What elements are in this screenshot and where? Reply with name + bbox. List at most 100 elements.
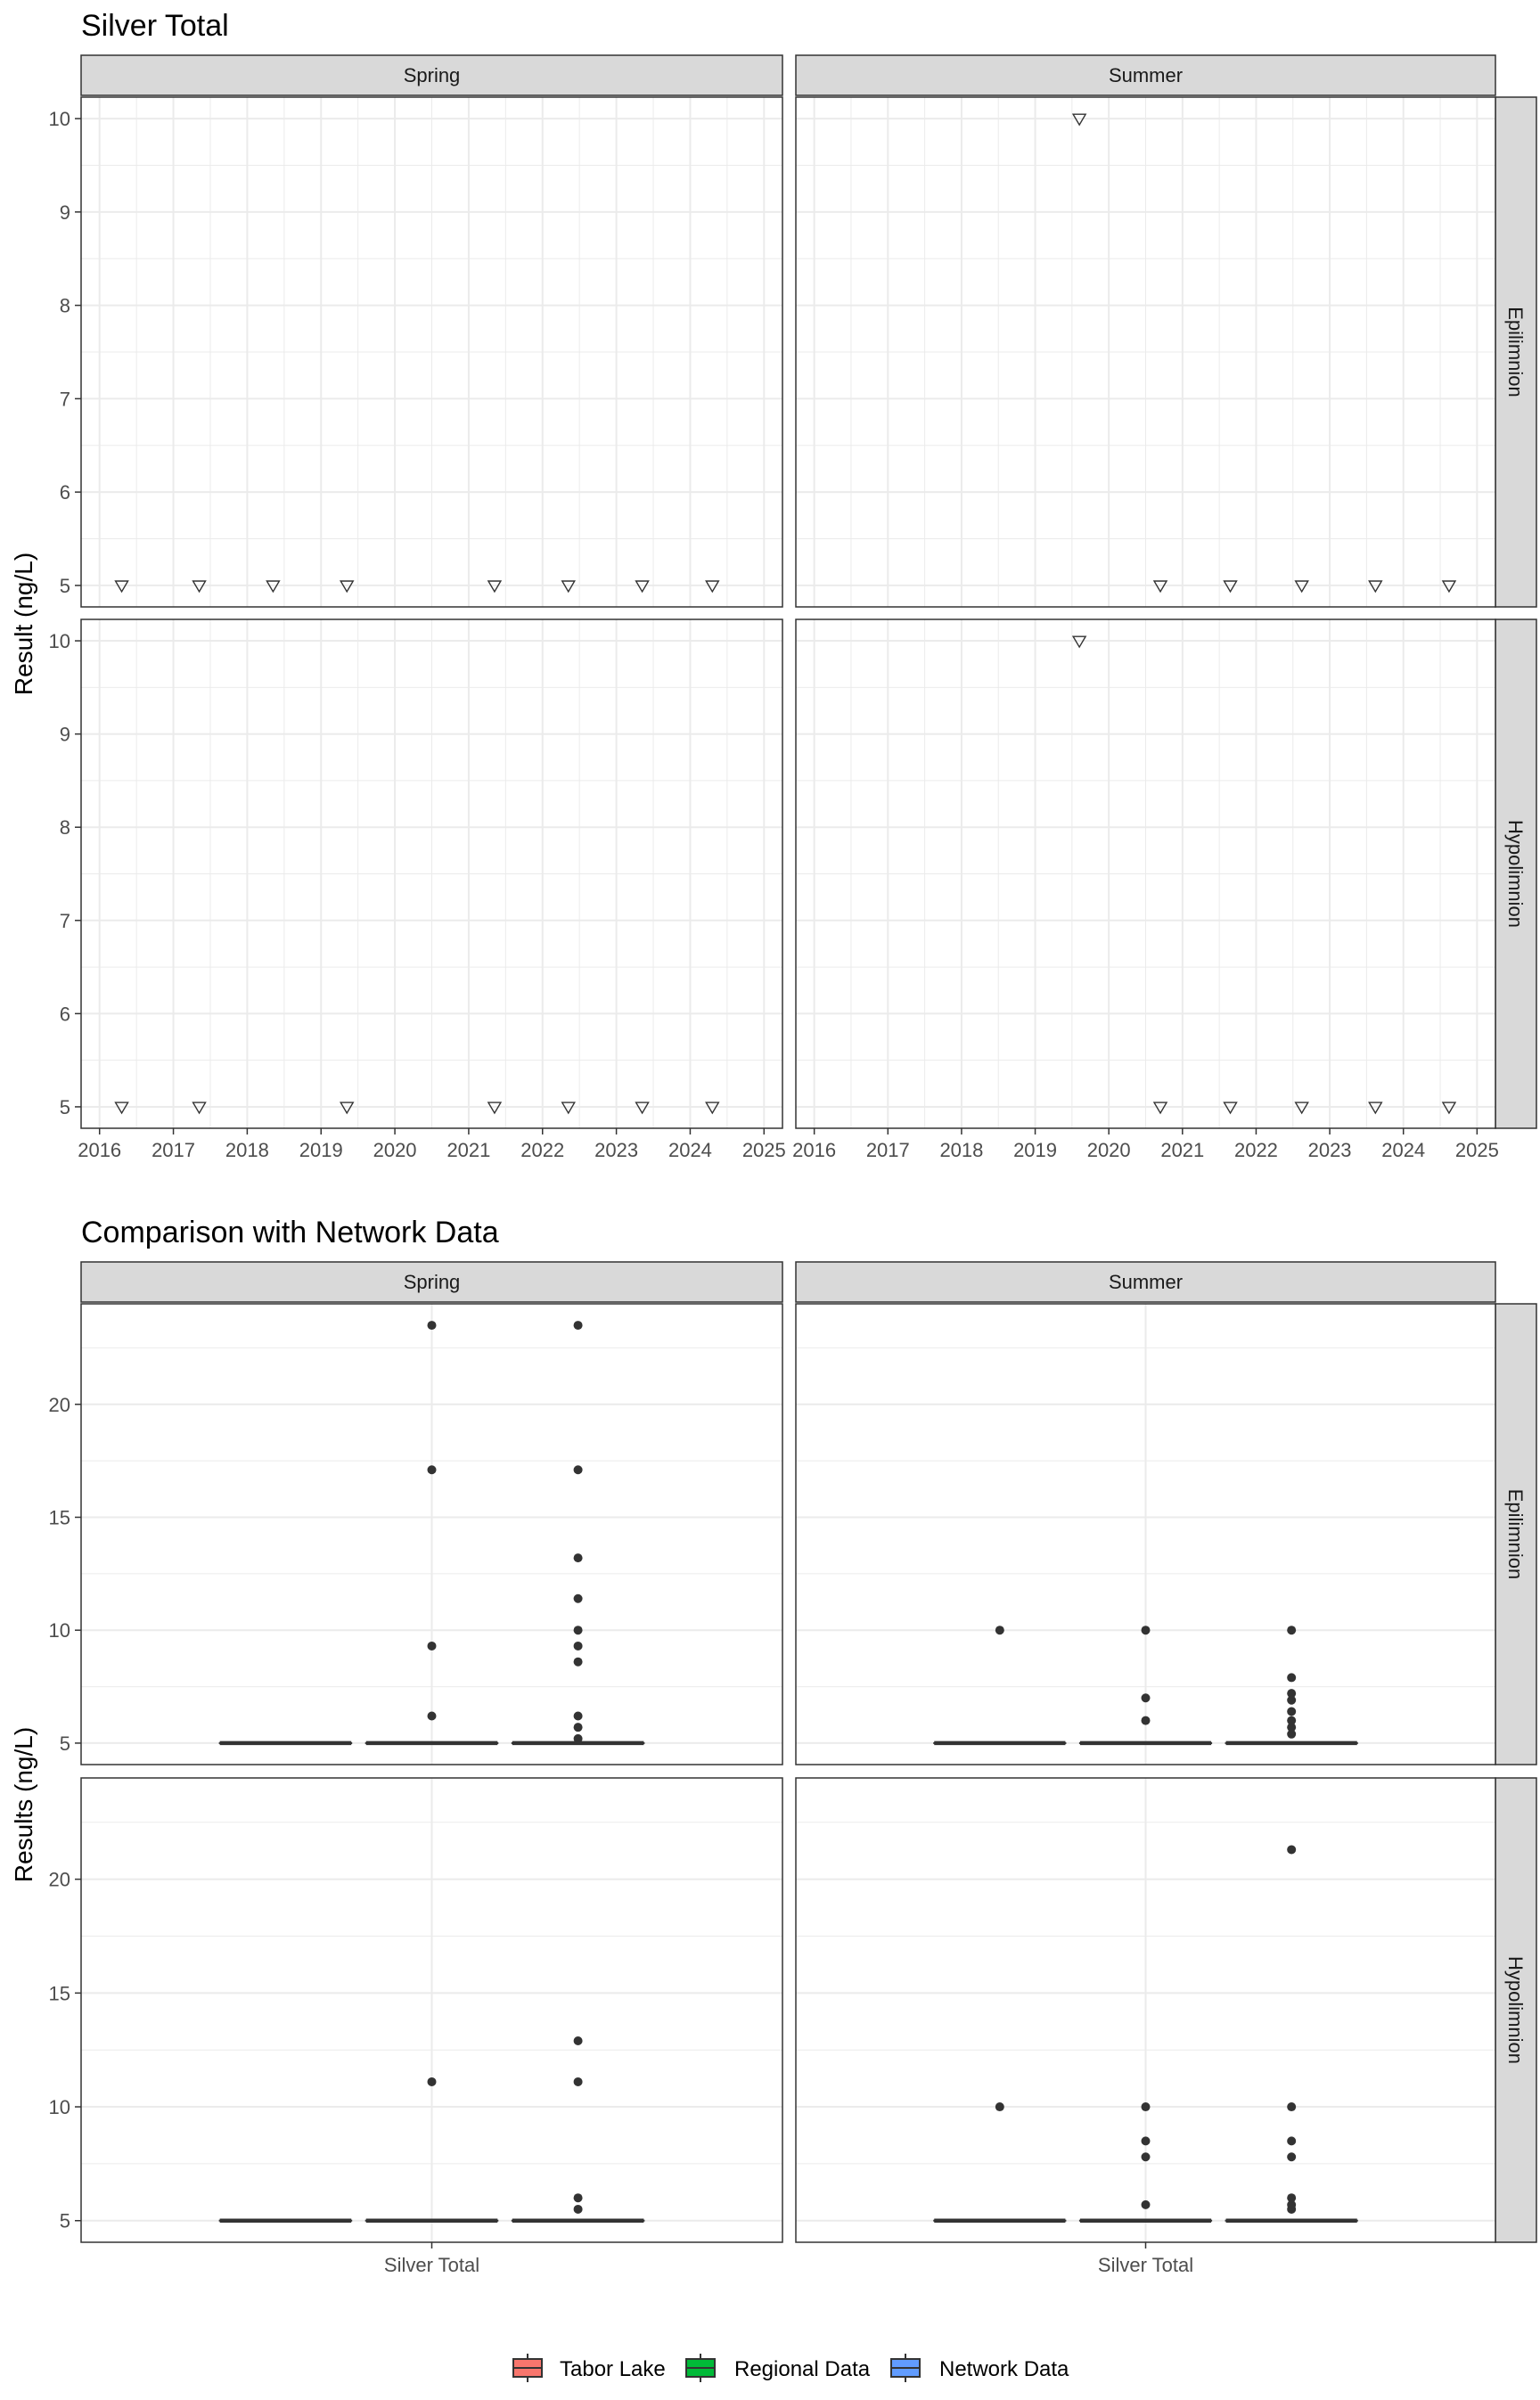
x-tick-label-top-c0: 2023 [594,1139,638,1161]
strip-label-epilimnion-top: Epilimnion [1504,307,1527,397]
x-tick-label-top-c1: 2016 [792,1139,836,1161]
x-tick-label-top-c1: 2019 [1013,1139,1057,1161]
strip-label-hypolimnion-bottom: Hypolimnion [1504,1956,1527,2064]
outlier-point [574,1723,583,1732]
strip-label-summer-top: Summer [1109,64,1183,86]
y-tick-label-top-r0: 8 [60,295,70,317]
outlier-point [1287,1716,1296,1725]
y-tick-label-top-r0: 9 [60,201,70,224]
outlier-point [1287,1673,1296,1682]
outlier-point [574,1594,583,1603]
x-tick-label-top-c1: 2017 [866,1139,910,1161]
outlier-point [574,1642,583,1651]
x-tick-label-top-c1: 2020 [1087,1139,1131,1161]
chart-title-silver-total: Silver Total [81,9,229,43]
outlier-point [1142,2152,1151,2161]
x-tick-label-top-c0: 2016 [78,1139,121,1161]
y-tick-label-bottom-r0: 20 [49,1394,70,1416]
y-tick-label-top-r1: 9 [60,724,70,746]
x-tick-label-top-c1: 2024 [1381,1139,1425,1161]
outlier-point [1142,1716,1151,1725]
outlier-point [428,1642,437,1651]
x-tick-label-top-c0: 2020 [373,1139,417,1161]
strip-label-epilimnion-bottom: Epilimnion [1504,1489,1527,1580]
panel-summer-epilimnion-top [796,97,1495,607]
y-tick-label-top-r1: 7 [60,910,70,932]
legend-label-network-data: Network Data [939,2357,1069,2381]
x-tick-label-top-c0: 2022 [520,1139,564,1161]
outlier-point [574,1465,583,1474]
outlier-point [1287,2102,1296,2111]
outlier-point [574,1658,583,1667]
outlier-point [574,2193,583,2202]
outlier-point [574,2077,583,2086]
x-tick-label-top-c0: 2018 [225,1139,269,1161]
y-tick-label-bottom-r0: 15 [49,1506,70,1528]
panel-summer-hypolimnion-bottom [796,1778,1495,2242]
x-tick-label-top-c0: 2019 [299,1139,343,1161]
chart-title-comparison: Comparison with Network Data [81,1216,499,1249]
x-tick-label-top-c1: 2025 [1455,1139,1499,1161]
panel-spring-hypolimnion-bottom [81,1778,782,2242]
legend-label-tabor-lake: Tabor Lake [560,2357,666,2381]
y-tick-label-top-r0: 7 [60,388,70,410]
outlier-point [574,2036,583,2045]
outlier-point [1287,2152,1296,2161]
outlier-point [1142,2102,1151,2111]
x-tick-label-top-c1: 2023 [1308,1139,1352,1161]
outlier-point [1287,1845,1296,1854]
x-tick-label-top-c0: 2024 [668,1139,712,1161]
y-tick-label-bottom-r1: 20 [49,1869,70,1891]
outlier-point [574,1712,583,1721]
x-tick-label-top-c1: 2022 [1234,1139,1278,1161]
outlier-point [1287,1689,1296,1698]
outlier-point [428,1465,437,1474]
outlier-point [1142,2200,1151,2209]
outlier-point [574,1321,583,1330]
x-tick-label-top-c0: 2017 [152,1139,195,1161]
x-category-label-bottom-c1: Silver Total [1098,2254,1193,2276]
y-tick-label-top-r0: 5 [60,575,70,597]
strip-label-summer-bottom: Summer [1109,1271,1183,1293]
y-tick-label-top-r0: 6 [60,481,70,504]
legend-label-regional-data: Regional Data [734,2357,871,2381]
y-tick-label-bottom-r0: 5 [60,1732,70,1755]
x-tick-label-top-c1: 2021 [1160,1139,1204,1161]
strip-label-spring-bottom: Spring [404,1271,461,1293]
outlier-point [428,1712,437,1721]
y-tick-label-bottom-r1: 10 [49,2096,70,2118]
outlier-point [995,1626,1004,1634]
outlier-point [1287,1707,1296,1716]
panel-summer-hypolimnion-top [796,619,1495,1128]
panel-summer-epilimnion-bottom [796,1304,1495,1765]
panel-spring-hypolimnion-top [81,619,782,1128]
outlier-point [1142,1626,1151,1634]
y-tick-label-top-r1: 8 [60,816,70,839]
outlier-point [574,1553,583,1562]
y-tick-label-bottom-r1: 15 [49,1982,70,2004]
outlier-point [1142,2136,1151,2145]
legend: Tabor Lake Regional Data Network Data [513,2354,1069,2382]
panel-spring-epilimnion-top [81,97,782,607]
x-tick-label-top-c1: 2018 [939,1139,983,1161]
outlier-point [574,2205,583,2214]
panel-spring-epilimnion-bottom [81,1304,782,1765]
y-axis-title-top: Result (ng/L) [10,553,37,695]
y-tick-label-top-r1: 10 [49,630,70,652]
outlier-point [574,1626,583,1634]
outlier-point [1287,2136,1296,2145]
y-tick-label-bottom-r1: 5 [60,2210,70,2232]
x-tick-label-top-c0: 2025 [742,1139,786,1161]
outlier-point [428,1321,437,1330]
y-tick-label-top-r1: 6 [60,1003,70,1025]
outlier-point [995,2102,1004,2111]
strip-label-hypolimnion-top: Hypolimnion [1504,820,1527,928]
outlier-point [1142,1693,1151,1702]
outlier-point [1287,1626,1296,1634]
y-tick-label-bottom-r0: 10 [49,1619,70,1642]
y-tick-label-top-r1: 5 [60,1096,70,1118]
outlier-point [574,1734,583,1743]
outlier-point [428,2077,437,2086]
